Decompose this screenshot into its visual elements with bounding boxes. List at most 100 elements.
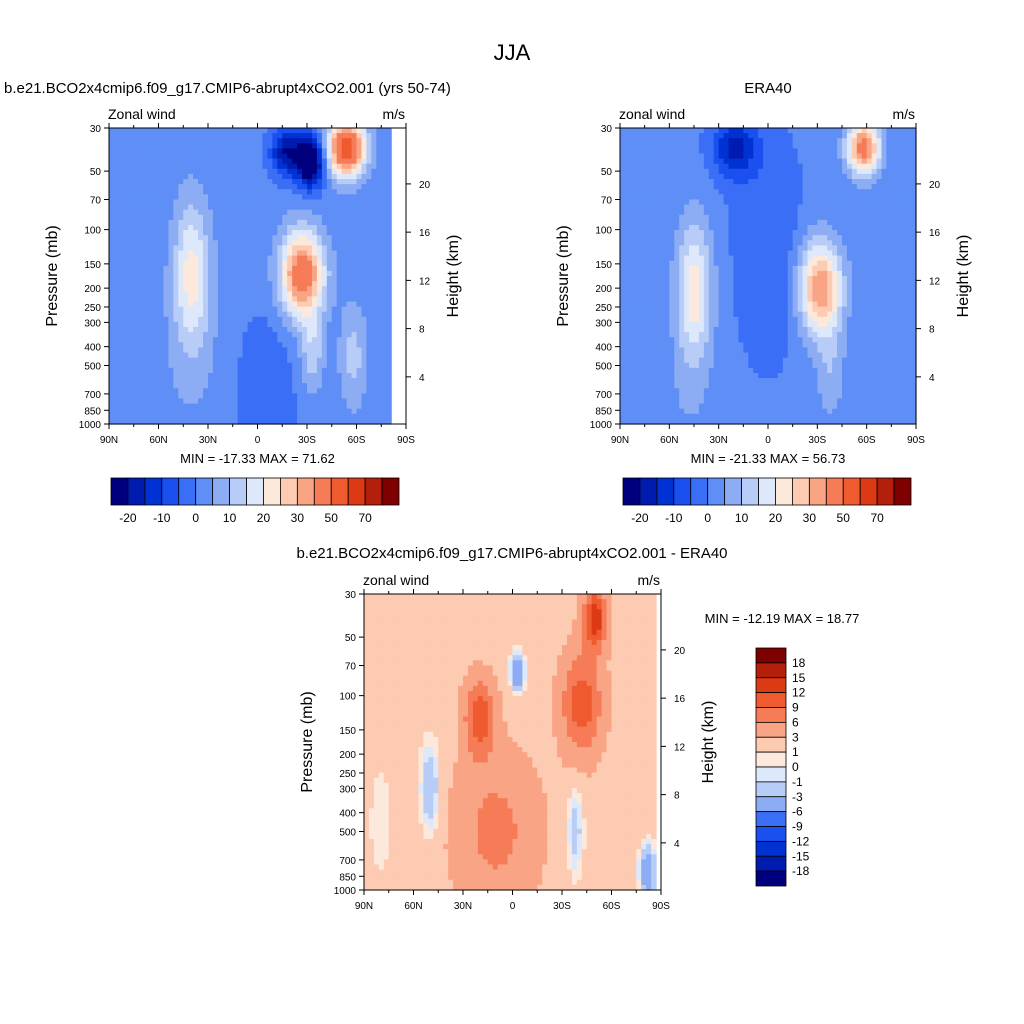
field-cell (128, 148, 135, 155)
field-cell (866, 235, 873, 241)
field-cell (386, 357, 392, 364)
field-cell (856, 128, 863, 134)
field-cell (282, 321, 288, 328)
field-cell (311, 316, 318, 323)
field-cell (307, 398, 313, 405)
field-cell (109, 281, 115, 287)
field-cell (153, 286, 160, 292)
field-cell (277, 332, 283, 338)
field-cell (302, 296, 308, 303)
field-cell (133, 189, 140, 195)
field-cell (272, 347, 278, 354)
field-cell (624, 255, 631, 262)
field-cell (272, 316, 278, 323)
field-cell (891, 224, 897, 231)
field-cell (222, 245, 229, 252)
field-cell (331, 158, 338, 165)
field-cell (386, 240, 392, 246)
field-cell (321, 153, 328, 160)
field-cell (366, 209, 372, 216)
field-cell (832, 209, 838, 216)
field-cell (183, 168, 189, 175)
field-cell (232, 173, 239, 180)
field-cell (639, 138, 646, 144)
field-cell (232, 204, 239, 211)
field-cell (753, 128, 759, 134)
field-cell (217, 388, 224, 394)
field-cell (321, 311, 328, 318)
field-cell (198, 179, 204, 185)
field-cell (222, 388, 229, 394)
field-cell (143, 311, 150, 318)
field-cell (351, 321, 358, 328)
field-cell (178, 393, 184, 400)
field-cell (163, 413, 169, 420)
field-cell (252, 260, 259, 267)
field-cell (287, 408, 293, 415)
field-cell (188, 398, 194, 405)
field-cell (743, 128, 749, 134)
field-cell (386, 403, 392, 410)
field-cell (842, 143, 848, 150)
field-cell (311, 357, 318, 364)
field-cell (689, 240, 695, 246)
field-cell (297, 316, 303, 323)
field-cell (163, 383, 169, 389)
field-cell (861, 163, 868, 170)
field-cell (168, 311, 174, 318)
field-cell (282, 255, 288, 262)
field-cell (203, 321, 209, 328)
field-cell (302, 276, 308, 282)
field-cell (664, 133, 670, 139)
field-cell (158, 367, 165, 374)
field-cell (684, 194, 690, 201)
field-cell (856, 245, 863, 252)
field-cell (138, 204, 145, 211)
field-cell (193, 378, 199, 384)
field-cell (178, 173, 184, 180)
field-cell (153, 393, 160, 400)
field-cell (782, 143, 789, 150)
field-cell (366, 214, 372, 221)
field-cell (361, 321, 367, 328)
field-cell (311, 327, 318, 333)
field-cell (123, 301, 130, 308)
field-cell (277, 337, 283, 343)
y-tick-label: 1000 (79, 420, 102, 431)
field-cell (183, 158, 189, 165)
field-cell (351, 133, 358, 139)
field-cell (694, 255, 700, 262)
colorbar-label: 0 (192, 511, 199, 525)
field-cell (178, 342, 184, 349)
colorbar-label: 50 (325, 511, 339, 525)
field-cell (346, 347, 353, 354)
field-cell (629, 189, 636, 195)
field-cell (679, 255, 685, 262)
field-cell (703, 138, 710, 144)
field-cell (659, 158, 665, 165)
field-cell (331, 393, 338, 400)
field-cell (227, 153, 234, 160)
field-cell (153, 230, 160, 236)
field-cell (703, 184, 710, 190)
field-cell (118, 372, 125, 379)
field-cell (307, 403, 313, 410)
field-cell (654, 209, 661, 216)
field-cell (113, 153, 120, 160)
field-cell (217, 179, 224, 185)
field-cell (208, 306, 214, 313)
field-cell (718, 153, 725, 160)
field-cell (208, 138, 214, 144)
field-cell (277, 143, 283, 150)
field-cell (326, 168, 333, 175)
field-cell (227, 403, 234, 410)
field-cell (287, 168, 293, 175)
field-cell (262, 352, 268, 359)
field-cell (316, 255, 323, 262)
field-cell (901, 250, 907, 257)
field-cell (208, 133, 214, 139)
field-cell (644, 219, 651, 226)
field-cell (639, 230, 646, 236)
field-cell (267, 158, 273, 165)
field-cell (178, 311, 184, 318)
